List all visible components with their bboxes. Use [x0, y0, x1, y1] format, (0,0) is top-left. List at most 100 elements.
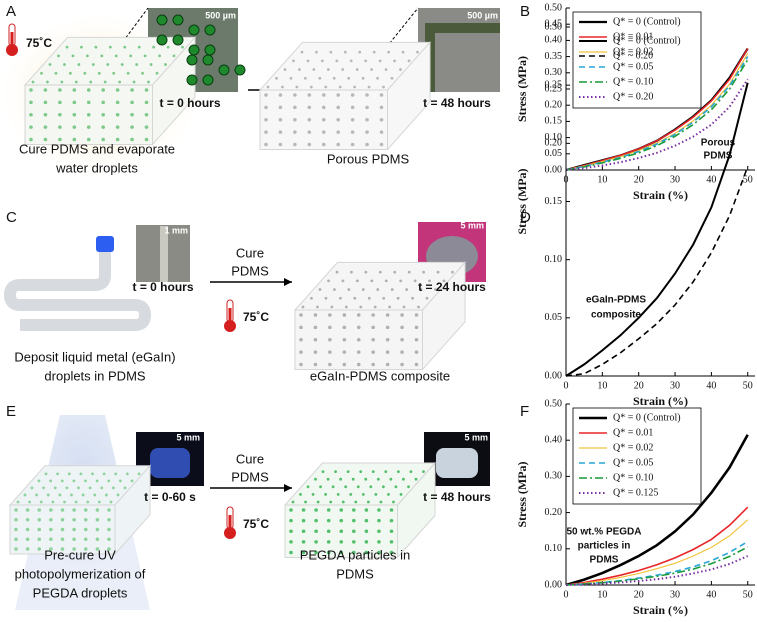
droplet [86, 112, 91, 117]
droplet [364, 59, 368, 63]
droplet [338, 85, 342, 89]
scale-bar: 5 mm [464, 432, 488, 442]
legend-box [572, 11, 702, 109]
droplet [314, 550, 318, 555]
droplet [326, 550, 331, 555]
droplet [400, 313, 404, 317]
droplet [353, 296, 357, 300]
droplet [100, 54, 104, 58]
time-label: t = 0 hours [159, 96, 220, 110]
droplet [147, 80, 150, 84]
green-droplet [156, 14, 168, 26]
caption: eGaIn-PDMS composite [310, 368, 450, 383]
droplet-cube [23, 36, 197, 146]
droplet [329, 500, 333, 504]
droplet [350, 117, 355, 122]
droplet [264, 105, 268, 110]
y-tick-label: 0.10 [545, 254, 563, 265]
droplet [376, 76, 379, 80]
droplet [306, 485, 310, 489]
droplet [84, 479, 87, 483]
droplet [389, 477, 393, 481]
scale-bar: 500 µm [467, 10, 498, 20]
droplet [314, 508, 318, 512]
droplet [31, 80, 35, 84]
droplet [278, 93, 283, 97]
droplet [327, 279, 330, 283]
series-line [565, 166, 749, 377]
droplet [392, 500, 395, 504]
panel-letter: D [520, 209, 531, 226]
droplet [359, 470, 363, 473]
droplet [365, 93, 369, 97]
droplet [60, 537, 65, 542]
droplet [299, 325, 303, 330]
droplet [37, 517, 42, 522]
cube-side [152, 36, 196, 146]
caption: PEGDA droplets [33, 585, 128, 600]
droplet [361, 493, 365, 496]
green-droplet [172, 34, 184, 46]
droplet [72, 517, 76, 522]
droplet [123, 45, 127, 49]
y-axis-label: Stress (MPa) [515, 168, 529, 234]
droplet [381, 485, 385, 489]
droplet [303, 76, 307, 80]
droplet [314, 518, 318, 523]
droplet [387, 50, 391, 54]
cube-side [422, 261, 466, 371]
green-droplet [186, 54, 198, 66]
droplet [414, 325, 419, 330]
droplet [390, 76, 394, 80]
series-line [565, 555, 749, 586]
droplet [115, 112, 120, 117]
green-droplet [186, 74, 198, 86]
droplet [400, 350, 404, 354]
droplet [291, 500, 295, 504]
droplet [60, 80, 64, 84]
x-tick-label: 20 [634, 380, 644, 391]
step: PDMS [231, 469, 269, 484]
droplet [414, 477, 418, 481]
droplet [436, 270, 440, 274]
droplet [301, 529, 306, 534]
droplet [321, 142, 326, 147]
droplet [46, 493, 50, 497]
droplet [14, 527, 18, 532]
scale-bar: 1 mm [164, 225, 188, 235]
droplet [301, 518, 306, 523]
droplet [413, 279, 417, 283]
droplet [77, 486, 80, 490]
droplet [385, 362, 390, 367]
thermometer-bulb [6, 44, 18, 56]
droplet [130, 100, 134, 105]
droplet [172, 54, 176, 58]
droplet [65, 45, 69, 49]
droplet [283, 68, 287, 71]
green-droplet [172, 14, 184, 26]
droplet [264, 142, 268, 147]
droplet [399, 68, 402, 71]
droplet [364, 529, 369, 534]
y-tick-label: 0.50 [545, 398, 563, 409]
step: Cure [236, 245, 264, 260]
droplet [14, 517, 18, 522]
y-axis-label: Stress (MPa) [515, 461, 529, 527]
droplet [364, 540, 369, 544]
droplet [389, 529, 394, 534]
droplet [326, 477, 330, 481]
droplet [342, 362, 347, 367]
droplet [289, 76, 293, 80]
droplet [361, 288, 365, 291]
droplet [299, 337, 303, 342]
photo-sample [436, 448, 478, 478]
y-tick-label: 0.35 [545, 51, 563, 62]
green-droplet [202, 54, 214, 66]
droplet [85, 54, 89, 58]
annotation: PDMS [704, 151, 733, 162]
droplet [86, 125, 91, 129]
droplet [95, 479, 99, 483]
droplet [74, 80, 78, 84]
droplet [353, 85, 357, 89]
droplet [14, 547, 18, 551]
